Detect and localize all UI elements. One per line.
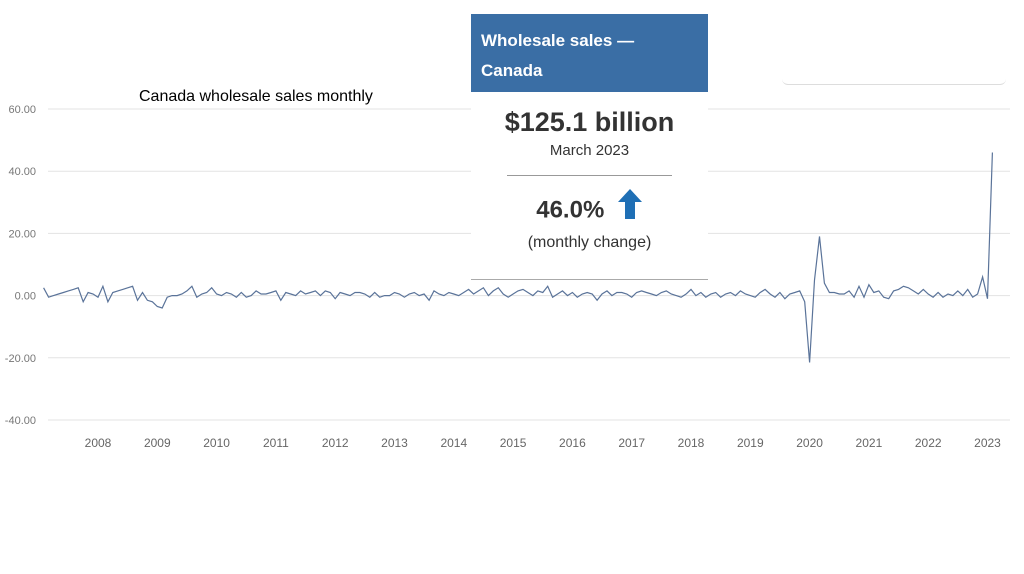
card-header-line1: Wholesale sales — xyxy=(481,31,635,50)
y-tick-label: 20.00 xyxy=(8,228,36,240)
x-tick-label: 2021 xyxy=(856,436,883,450)
x-tick-label: 2012 xyxy=(322,436,349,450)
card-bottom-line xyxy=(471,279,708,280)
y-tick-label: 40.00 xyxy=(8,166,36,178)
x-tick-label: 2009 xyxy=(144,436,171,450)
card-divider xyxy=(507,175,672,176)
x-tick-label: 2022 xyxy=(915,436,942,450)
x-tick-label: 2019 xyxy=(737,436,764,450)
arrow-up-icon xyxy=(617,188,643,233)
card-period: March 2023 xyxy=(549,142,630,159)
x-tick-label: 2020 xyxy=(796,436,823,450)
card-change-value: 46.0% xyxy=(536,196,605,224)
panel-edge xyxy=(782,76,1006,85)
card-header-line2: Canada xyxy=(481,61,543,80)
x-tick-label: 2023 xyxy=(974,436,1001,450)
y-tick-label: 60.00 xyxy=(8,104,36,116)
summary-card: Wholesale sales — Canada $125.1 billion … xyxy=(471,14,708,284)
y-axis-tick-labels: 60.00 40.00 20.00 0.00 -20.00 -40.00 xyxy=(5,104,36,427)
x-tick-label: 2011 xyxy=(263,436,289,450)
card-change-label: (monthly change) xyxy=(527,234,652,251)
x-axis-tick-labels: 2008 2009 2010 2011 2012 2013 2014 2015 2016 2017… xyxy=(85,436,1002,450)
card-value: $125.1 billion xyxy=(504,107,675,137)
y-tick-label: 0.00 xyxy=(15,291,36,303)
card-change-row: 46.0% xyxy=(471,188,708,224)
series-line xyxy=(43,152,993,363)
card-header: Wholesale sales — Canada xyxy=(471,14,708,92)
y-tick-label: -20.00 xyxy=(5,353,36,365)
x-tick-label: 2016 xyxy=(559,436,586,450)
x-tick-label: 2013 xyxy=(381,436,408,450)
x-tick-label: 2010 xyxy=(203,436,230,450)
x-tick-label: 2014 xyxy=(440,436,467,450)
x-tick-label: 2017 xyxy=(618,436,645,450)
x-tick-label: 2008 xyxy=(85,436,112,450)
y-tick-label: -40.00 xyxy=(5,415,36,427)
x-tick-label: 2015 xyxy=(500,436,527,450)
chart-title: Canada wholesale sales monthly xyxy=(139,88,373,105)
x-tick-label: 2018 xyxy=(678,436,705,450)
